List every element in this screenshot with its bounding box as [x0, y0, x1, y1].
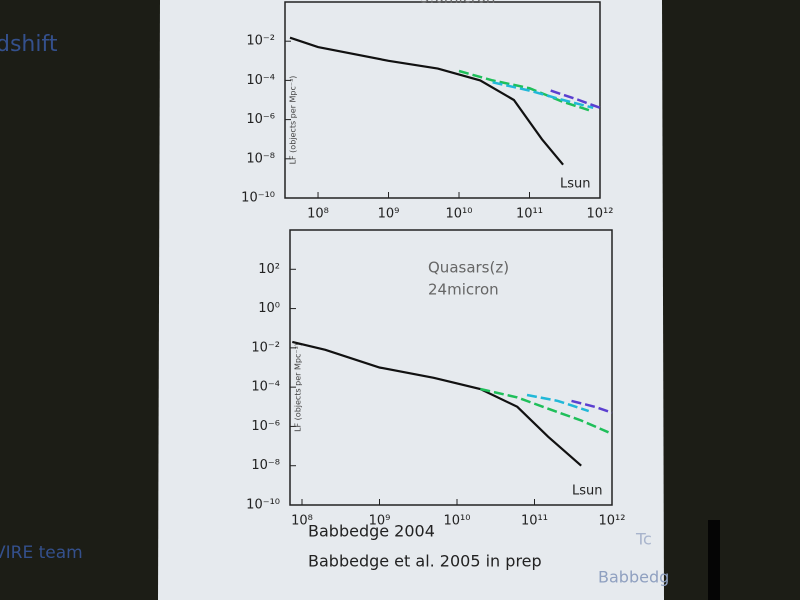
y-tick-label: 10⁰ [258, 301, 280, 316]
data-line [292, 340, 582, 467]
slide-text: VIRE team [0, 543, 83, 563]
data-line [550, 89, 601, 109]
y-tick-label: 10⁻⁶ [251, 419, 280, 434]
slide-text: dshift [0, 32, 58, 57]
y-tick-label: 10⁻¹⁰ [246, 498, 280, 513]
data-line [492, 81, 594, 110]
x-tick-label: 10⁹ [378, 207, 400, 222]
data-line [289, 36, 564, 166]
y-tick-label: 10⁻⁸ [251, 458, 280, 473]
dark-edge [708, 520, 720, 600]
y-tick-label: 10⁻¹⁰ [241, 191, 275, 206]
x-tick-label: 10¹¹ [521, 514, 548, 529]
chart-title: 3.6micron [420, 0, 495, 7]
x-axis-label: Lsun [572, 484, 603, 499]
y-tick-label: 10⁻² [246, 34, 275, 49]
chart-subtitle: 24micron [428, 281, 499, 299]
data-line [458, 69, 590, 112]
data-line [480, 387, 609, 434]
x-tick-label: 10¹¹ [516, 207, 543, 222]
x-tick-label: 10¹² [599, 514, 626, 529]
x-tick-label: 10⁸ [291, 514, 313, 529]
x-tick-label: 10¹⁰ [444, 514, 471, 529]
slide-text: Tc [635, 530, 652, 549]
data-line [526, 393, 590, 413]
x-tick-label: 10¹⁰ [446, 207, 473, 222]
plot-frame [289, 229, 613, 506]
plot-frame [284, 1, 601, 199]
slide-text: Babbedg [598, 568, 669, 587]
x-tick-label: 10¹² [587, 207, 614, 222]
data-line [571, 399, 613, 414]
charts: 10⁻² 10⁻⁴ 10⁻⁶ 10⁻⁸ 10⁻¹⁰ 10⁸ 10⁹ 10¹⁰ 10¹¹ 10¹² L… [241, 0, 625, 529]
caption: Babbedge 2004 [308, 522, 435, 541]
y-tick-label: 10⁻⁴ [246, 73, 275, 88]
y-tick-label: 10⁻⁶ [246, 112, 275, 127]
x-tick-label: 10⁸ [307, 207, 329, 222]
projected-slide [158, 0, 664, 600]
caption: Babbedge et al. 2005 in prep [308, 552, 542, 571]
y-tick-label: 10⁻² [251, 340, 280, 355]
y-axis-label: LF (objects per Mpc⁻³) [294, 343, 303, 432]
y-tick-label: 10⁻⁸ [246, 151, 275, 166]
y-axis-label: LF (objects per Mpc⁻³) [289, 76, 298, 165]
x-tick-label: 10⁹ [369, 514, 391, 529]
x-axis-label: Lsun [560, 177, 591, 192]
y-tick-label: 10⁻⁴ [251, 380, 280, 395]
y-tick-label: 10² [258, 262, 280, 277]
chart-title: Quasars(z) [428, 259, 509, 277]
